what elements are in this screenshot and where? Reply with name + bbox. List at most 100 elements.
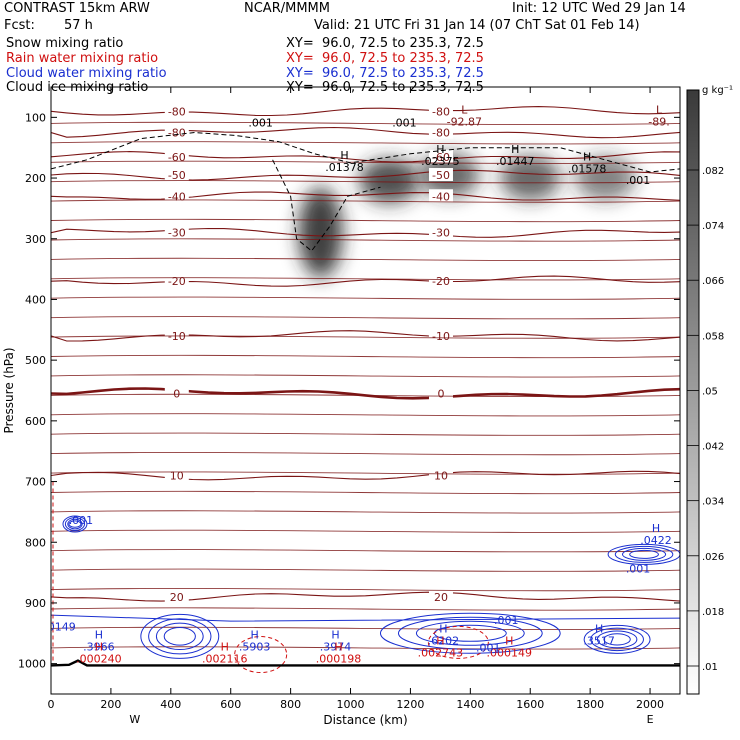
extremum-value: .3974 — [320, 640, 352, 653]
extremum-value: .000198 — [316, 653, 362, 666]
isotherm-minor-line — [51, 199, 680, 203]
isotherm-label: -40 — [432, 190, 450, 203]
extremum-value: .02375 — [421, 155, 460, 168]
cloud-water-contour — [614, 545, 674, 563]
extremum-marker: H — [436, 143, 444, 156]
cloud-water-contour — [64, 517, 86, 531]
field-rain-xy: XY= 96.0, 72.5 to 235.3, 72.5 — [286, 51, 484, 66]
cloud-water-contour — [379, 612, 561, 654]
field-snow-xy: XY= 96.0, 72.5 to 235.3, 72.5 — [286, 36, 484, 51]
colorbar-tick-label: .01 — [702, 662, 718, 673]
isotherm-label: -80 — [168, 127, 186, 140]
extremum-marker: H — [331, 628, 339, 641]
isotherm-label-bg — [164, 589, 189, 603]
cloud-water-contour — [583, 624, 651, 654]
extremum-marker: L — [656, 103, 663, 116]
terrain-surface-line — [51, 659, 680, 667]
extremum-value: .0422 — [640, 534, 672, 547]
extremum-value: .002116 — [202, 653, 248, 666]
isotherm-label: -50 — [168, 169, 186, 182]
x-tick-label: 200 — [100, 698, 121, 711]
isotherm-minor-line — [51, 588, 680, 592]
extremum-marker: H — [251, 628, 259, 641]
isotherm-minor-line — [51, 180, 680, 184]
extremum-value: .01378 — [325, 161, 364, 174]
extremum-value: .01447 — [496, 155, 535, 168]
isotherm-label: -10 — [432, 330, 450, 343]
isotherm-label: -50 — [432, 169, 450, 182]
field-cloudwater-xy: XY= 96.0, 72.5 to 235.3, 72.5 — [286, 66, 484, 81]
isotherm-label-bg — [428, 328, 453, 342]
isotherm-label-bg — [164, 225, 189, 239]
isotherm-label-bg — [164, 104, 189, 118]
y-tick-label: 700 — [25, 476, 46, 489]
rain-contour — [234, 636, 288, 674]
x-tick-label: 1200 — [396, 698, 424, 711]
colorbar-tick-label: .034 — [702, 497, 724, 508]
y-tick-label: 500 — [25, 354, 46, 367]
isotherm-label: -80 — [168, 105, 186, 118]
isotherm-minor-line — [51, 374, 680, 378]
snow-shading-blob — [575, 156, 636, 201]
forecast-hour: 57 h — [64, 18, 93, 33]
extremum-marker: L — [461, 103, 468, 116]
extremum-marker: H — [95, 628, 103, 641]
isotherm-line — [51, 126, 680, 139]
extremum-marker: H — [436, 634, 444, 647]
contour-annotation: .001 — [626, 174, 651, 187]
isotherm-line — [51, 275, 680, 287]
x-tick-label: 400 — [160, 698, 181, 711]
extremum-value: -89. — [648, 115, 669, 128]
extremum-marker: H — [221, 641, 229, 654]
isotherm-label-bg — [428, 274, 453, 288]
isotherm-label: -20 — [168, 275, 186, 288]
isotherm-label: 20 — [170, 591, 184, 604]
isotherm-minor-line — [51, 160, 680, 164]
valid-time: Valid: 21 UTC Fri 31 Jan 14 (07 ChT Sat … — [314, 18, 640, 33]
rain-contour — [427, 625, 489, 659]
isotherm-label: -80 — [432, 127, 450, 140]
cloud-water-contour — [148, 618, 212, 655]
contour-annotation: .001 — [626, 563, 651, 576]
colorbar-tick-label: .082 — [702, 166, 724, 177]
extremum-marker: H — [334, 641, 342, 654]
isotherm-minor-line — [51, 141, 680, 145]
isotherm-minor-line — [51, 568, 680, 572]
isotherm-label-bg — [428, 104, 453, 118]
y-tick-label: 900 — [25, 597, 46, 610]
colorbar-unit: g kg⁻¹ — [702, 85, 733, 96]
isotherm-label: 20 — [434, 591, 448, 604]
x-tick-label: 800 — [280, 698, 301, 711]
colorbar-tick-label: .05 — [702, 386, 718, 397]
contour-annotation: .001 — [476, 642, 501, 655]
cloud-water-contour — [68, 520, 82, 528]
extremum-value: .3966 — [83, 640, 115, 653]
isotherm-minor-line — [51, 257, 680, 261]
extremum-value: .5903 — [239, 640, 271, 653]
contour-annotation: .001 — [248, 116, 273, 129]
extremum-marker: H — [340, 149, 348, 162]
extremum-marker: H — [505, 634, 513, 647]
isotherm-label: -40 — [168, 190, 186, 203]
extremum-value: .6202 — [428, 634, 460, 647]
isotherm-minor-line — [51, 626, 680, 630]
colorbar-tick-label: .042 — [702, 442, 724, 453]
isotherm-label-bg — [428, 468, 453, 482]
isotherm-minor-line — [51, 471, 680, 475]
cloud-water-contour — [62, 515, 88, 533]
x-tick-label: 0 — [48, 698, 55, 711]
isotherm-label: -60 — [432, 151, 450, 164]
forecast-label: Fcst: — [4, 18, 35, 33]
cloud-water-contour — [603, 633, 631, 646]
colorbar-tick-label: .026 — [702, 552, 724, 563]
isotherm-label: -80 — [432, 105, 450, 118]
field-rain-name: Rain water mixing ratio — [6, 51, 159, 66]
model-title: CONTRAST 15km ARW — [4, 1, 150, 16]
isotherm-minor-line — [51, 529, 680, 533]
colorbar-tick-label: .058 — [702, 331, 724, 342]
cloud-water-contour — [397, 616, 543, 650]
isotherm-line — [51, 106, 680, 117]
contour-annotation: .0149 — [44, 620, 76, 633]
isotherm-label-bg — [164, 386, 189, 400]
extremum-marker: H — [439, 622, 447, 635]
